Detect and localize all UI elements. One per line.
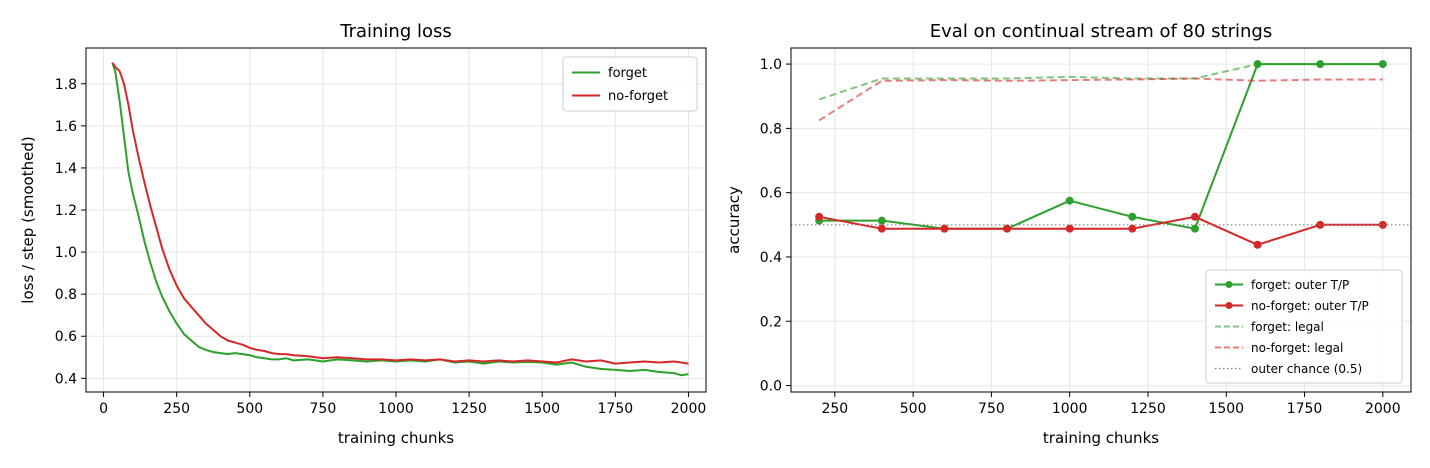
x-tick-label: 1000	[1052, 401, 1088, 417]
x-tick-label: 1000	[378, 401, 414, 417]
legend-label: outer chance (0.5)	[1251, 362, 1362, 376]
y-axis-label: accuracy	[725, 186, 743, 254]
series-no-forget-outer-t-p-point	[940, 224, 949, 233]
legend: forget no-forget	[562, 56, 698, 112]
x-tick-label: 750	[978, 401, 1005, 417]
series-forget-outer-t-p-point	[877, 216, 886, 225]
legend-marker	[1225, 281, 1233, 288]
grid	[86, 48, 706, 392]
legend-box	[1205, 269, 1403, 384]
series-forget-legal-line	[818, 63, 1383, 101]
x-tick-label: 0	[99, 401, 108, 417]
x-tick-label: 1500	[524, 401, 560, 417]
series-forget-outer-t-p-line	[819, 63, 1383, 230]
y-tick-label: 1.2	[55, 203, 77, 219]
y-tick-label: 0.6	[55, 329, 77, 345]
y-tick-label: 1.0	[760, 57, 782, 73]
series-forget-outer-t-p-point	[1128, 212, 1137, 221]
series-no-forget-outer-t-p-point	[1190, 212, 1199, 221]
y-tick-label: 0.6	[760, 186, 782, 202]
series-no-forget-outer-t-p-point	[1065, 224, 1074, 233]
y-tick-label: 0.8	[760, 121, 782, 137]
x-tick-label: 1250	[1130, 401, 1166, 417]
legend-label: no-forget: outer T/P	[1251, 299, 1369, 313]
chart-title: Training loss	[339, 21, 452, 42]
legend-marker	[1225, 302, 1233, 309]
legend: forget: outer T/P no-forget: outer T/P for…	[1205, 269, 1403, 384]
x-tick-label: 750	[310, 401, 337, 417]
x-tick-label: 500	[236, 401, 263, 417]
x-tick-label: 1250	[451, 401, 487, 417]
plot-area	[111, 62, 689, 377]
y-tick-label: 0.2	[760, 314, 782, 330]
x-tick-label: 500	[900, 401, 927, 417]
y-axis-label: loss / step (smoothed)	[19, 136, 37, 303]
series-forget-outer-t-p-point	[1065, 196, 1074, 205]
y-tick-label: 1.4	[55, 161, 77, 177]
chart-title: Eval on continual stream of 80 strings	[930, 21, 1272, 42]
legend-label: forget	[608, 66, 647, 81]
x-axis-label: training chunks	[338, 429, 454, 447]
series-no-forget-legal-line	[818, 77, 1383, 122]
axes-frame	[790, 47, 1412, 393]
chart-panel-1: 0 250 500 750 1000 1250 1500 1750 2000 0.4 0.6 0.8 1…	[19, 21, 707, 447]
x-tick-label: 2000	[671, 401, 707, 417]
x-axis-label: training chunks	[1043, 429, 1159, 447]
series-no-forget-outer-t-p-point	[1378, 220, 1387, 229]
series-no-forget-outer-t-p-point	[815, 212, 824, 221]
y-tick-label: 1.0	[55, 245, 77, 261]
series-forget-outer-t-p-point	[1378, 60, 1387, 69]
chart-panel-2: 250 500 750 1000 1250 1500 1750 2000 0.0 0.2 0.4 0.…	[725, 21, 1412, 447]
y-tick-label: 0.4	[55, 371, 77, 387]
y-tick-label: 1.8	[55, 77, 77, 93]
y-tick-label: 0.8	[55, 287, 77, 303]
series-forget-outer-t-p-point	[1190, 224, 1199, 233]
series-no-forget-outer-t-p-point	[1128, 224, 1137, 233]
legend-label: forget: legal	[1251, 320, 1324, 334]
series-no-forget-outer-t-p-line	[819, 215, 1383, 246]
x-tick-label: 1500	[1208, 401, 1244, 417]
series-no-forget-outer-t-p-point	[1253, 240, 1262, 249]
series-forget-line	[111, 62, 689, 377]
series-no-forget-outer-t-p-point	[877, 224, 886, 233]
legend-box	[562, 56, 698, 112]
series-no-forget-line	[111, 62, 689, 365]
y-tick-label: 0.4	[760, 250, 782, 266]
x-tick-label: 250	[163, 401, 190, 417]
x-tick-label: 250	[821, 401, 848, 417]
y-tick-label: 0.0	[760, 379, 782, 395]
legend-label: no-forget	[608, 89, 668, 104]
legend-label: no-forget: legal	[1251, 341, 1343, 355]
legend-label: forget: outer T/P	[1251, 278, 1349, 292]
y-tick-label: 1.6	[55, 119, 77, 135]
x-tick-label: 1750	[1287, 401, 1323, 417]
series-no-forget-outer-t-p-point	[1003, 224, 1012, 233]
x-tick-label: 1750	[598, 401, 634, 417]
plot-area	[791, 60, 1411, 249]
x-tick-label: 2000	[1365, 401, 1401, 417]
